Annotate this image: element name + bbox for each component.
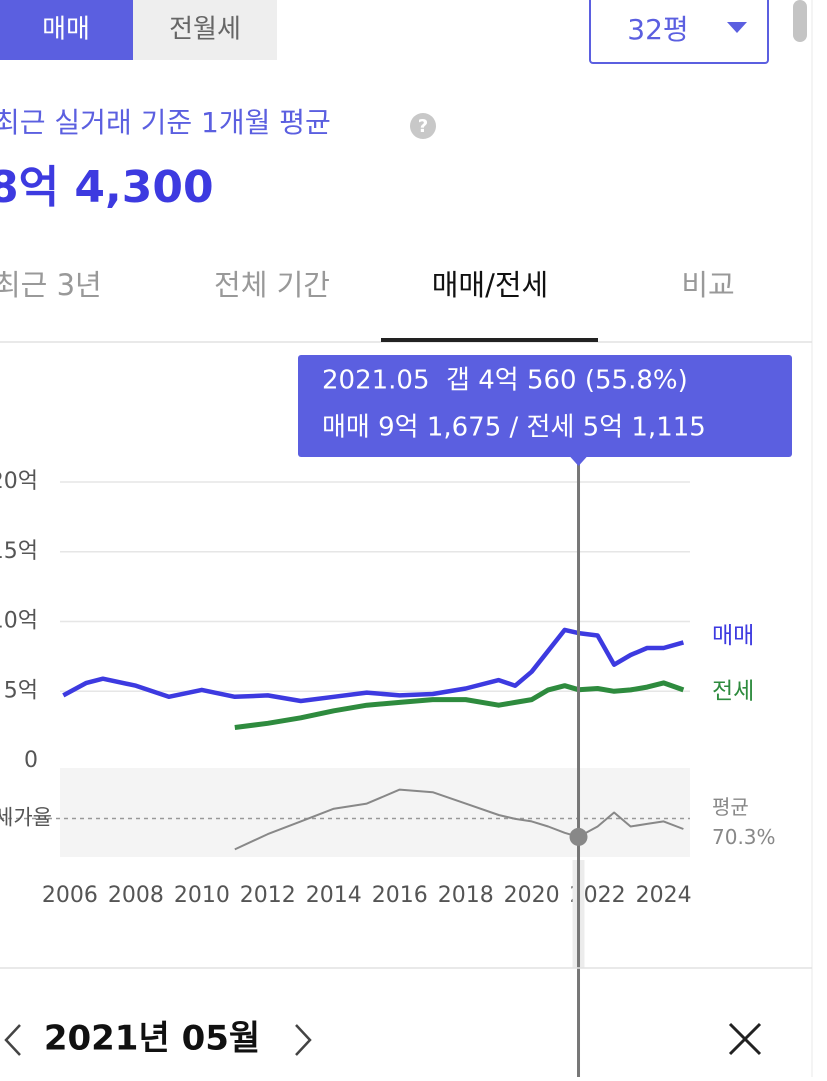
scrollbar-thumb[interactable]	[793, 0, 807, 42]
prev-button[interactable]	[4, 1024, 21, 1056]
y-tick-label: 15억	[0, 539, 38, 564]
x-tick-label: 2010	[174, 883, 230, 908]
tab-active[interactable]: 매매/전세	[432, 268, 549, 302]
close-button[interactable]	[728, 1022, 762, 1056]
ratio-average-name: 평균	[712, 795, 749, 819]
legend-label: 전세	[712, 678, 754, 704]
footer-date: 2021년 05월	[44, 1019, 260, 1059]
ratio-panel	[60, 768, 690, 857]
tooltip-line: 매매 9억 1,675 / 전세 5억 1,115	[322, 413, 706, 443]
price-caption: 최근 실거래 기준 1개월 평균	[0, 106, 331, 139]
price: 8억 4,300	[0, 162, 214, 213]
series-line	[234, 680, 685, 730]
legend-label: 매매	[712, 623, 754, 649]
x-tick-label: 2016	[372, 883, 428, 908]
size-select-label: 32평	[627, 13, 688, 46]
dropdown-arrow	[727, 22, 747, 33]
x-tick-label: 2014	[306, 883, 362, 908]
size-select[interactable]	[589, 0, 769, 64]
x-tick-label: 2012	[240, 883, 296, 908]
ratio-average-label: 70.3%	[712, 825, 776, 849]
toggle-label: 매매	[42, 15, 90, 45]
help-icon-mark: ?	[418, 116, 428, 137]
y-tick-label: 20억	[0, 469, 38, 494]
series-line	[62, 627, 685, 704]
x-tick-label: 2020	[504, 883, 560, 908]
y-tick-label: 5억	[4, 678, 38, 703]
tab-underline	[381, 338, 598, 342]
toggle-inactive[interactable]	[133, 0, 277, 60]
x-tick-label: 2008	[108, 883, 164, 908]
y-tick-label: 10억	[0, 609, 38, 634]
toggle-active[interactable]	[0, 0, 133, 60]
x-tick-label: 2024	[636, 883, 692, 908]
tab[interactable]: 비교	[681, 268, 734, 302]
ratio-line	[234, 788, 684, 851]
tooltip-pointer	[569, 456, 588, 466]
tab[interactable]: 최근 3년	[0, 268, 102, 302]
x-tick-label: 2006	[42, 883, 98, 908]
help-icon[interactable]	[410, 113, 436, 139]
toggle-label: 전월세	[169, 15, 241, 45]
chart: 0 5억 10억 15억 20억 2006 2008 2010 2012 2014 2016 2018…	[0, 355, 792, 1077]
next-button[interactable]	[295, 1024, 312, 1056]
tooltip-line: 2021.05 갭 4억 560 (55.8%)	[322, 366, 688, 396]
tooltip	[298, 355, 792, 457]
ratio-label: 전세가율	[0, 805, 52, 829]
y-tick-label: 0	[24, 748, 38, 773]
selected-ratio-point	[569, 827, 588, 846]
x-tick-label: 2018	[438, 883, 494, 908]
tab[interactable]: 전체 기간	[214, 268, 330, 302]
